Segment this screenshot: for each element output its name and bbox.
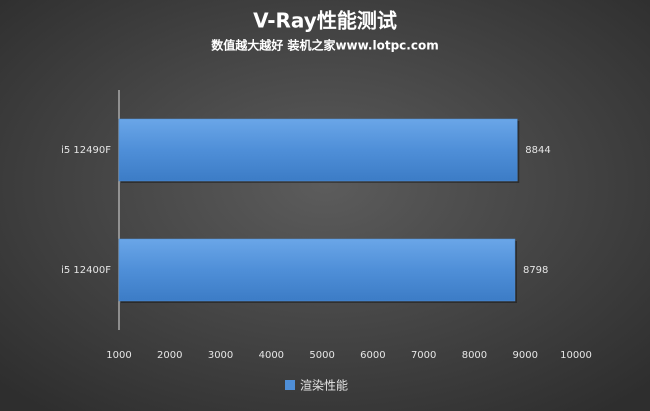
chart-subtitle: 数值越大越好 装机之家www.lotpc.com: [211, 38, 438, 53]
legend-swatch: [285, 380, 295, 390]
x-tick-label: 3000: [208, 350, 233, 361]
x-tick-label: 4000: [259, 350, 284, 361]
data-label: 8844: [525, 145, 550, 156]
x-tick-label: 1000: [106, 350, 131, 361]
x-tick-label: 6000: [360, 350, 385, 361]
y-tick-label: i5 12400F: [61, 265, 111, 276]
data-label: 8798: [523, 265, 548, 276]
x-tick-label: 8000: [462, 350, 487, 361]
bar: [118, 118, 518, 182]
bar: [118, 238, 516, 302]
legend-label: 渲染性能: [300, 378, 348, 393]
chart-title: V-Ray性能测试: [253, 9, 397, 33]
x-tick-label: 2000: [157, 350, 182, 361]
x-tick-label: 10000: [560, 350, 592, 361]
x-tick-label: 7000: [411, 350, 436, 361]
x-tick-label: 9000: [512, 350, 537, 361]
y-tick-label: i5 12490F: [61, 145, 111, 156]
x-tick-label: 5000: [309, 350, 334, 361]
